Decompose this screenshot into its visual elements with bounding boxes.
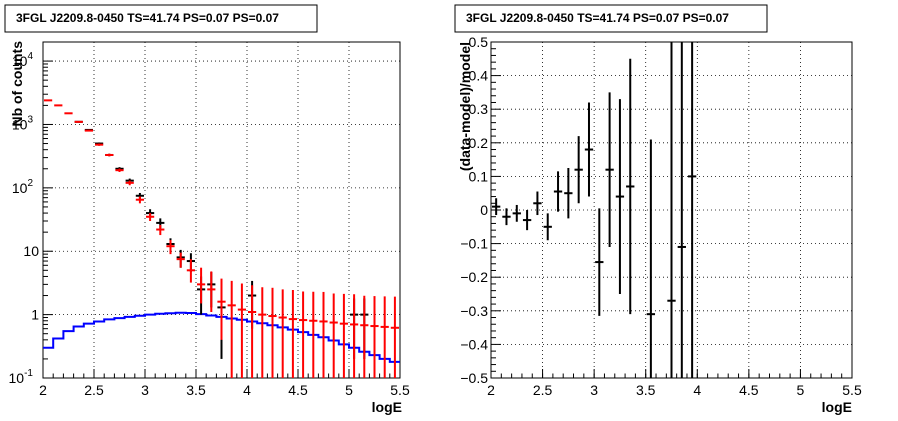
counts-x-tick-label: 4 [243, 382, 251, 398]
counts-y-tick-exponent: 3 [27, 114, 33, 125]
residuals-x-tick-label: 2 [487, 382, 495, 398]
residuals-x-tick-label: 4.5 [739, 382, 759, 398]
counts-panel: 3FGL J2209.8-0450 TS=41.74 PS=0.07 PS=0.… [4, 4, 410, 415]
residuals-x-tick-label: 5 [797, 382, 805, 398]
counts-y-tick-label: 10-1 [9, 368, 34, 386]
counts-x-tick-label: 5 [345, 382, 353, 398]
residuals-title: 3FGL J2209.8-0450 TS=41.74 PS=0.07 PS=0.… [466, 11, 729, 25]
residuals-title-box [454, 4, 768, 33]
counts-y-tick-label: 1 [31, 307, 39, 323]
residuals-y-tick-label: −0.3 [460, 303, 488, 319]
counts-y-axis-label: Nb of counts [9, 41, 25, 127]
counts-y-tick-exponent: 4 [27, 51, 33, 62]
residuals-panel: 3FGL J2209.8-0450 TS=41.74 PS=0.07 PS=0.… [454, 4, 862, 415]
counts-x-tick-label: 3.5 [186, 382, 206, 398]
residuals-ticks: 2 2.5 3 3.5 4 4.5 5 5.5 −0.5 −0.4 −0.3 −0.2 −0.1 0 0.1… [460, 34, 862, 398]
counts-title-box [4, 4, 318, 33]
counts-x-axis-label: logE [372, 399, 402, 415]
counts-x-tick-label: 2 [39, 382, 47, 398]
counts-x-tick-label: 4.5 [288, 382, 308, 398]
residuals-x-tick-label: 4 [693, 382, 701, 398]
residuals-y-tick-label: 0.5 [469, 34, 489, 50]
residuals-x-tick-label: 3 [590, 382, 598, 398]
counts-plot-frame [42, 41, 401, 379]
residuals-x-tick-label: 3.5 [636, 382, 656, 398]
counts-x-tick-label: 2.5 [84, 382, 104, 398]
residuals-x-tick-label: 5.5 [842, 382, 862, 398]
counts-x-tick-label: 3 [141, 382, 149, 398]
residuals-y-tick-label: −0.4 [460, 336, 488, 352]
residuals-series [492, 42, 697, 378]
residuals-y-tick-label: −0.5 [460, 370, 488, 386]
residuals-y-axis-label: (data-model)/model [457, 42, 473, 171]
counts-title: 3FGL J2209.8-0450 TS=41.74 PS=0.07 PS=0.… [16, 11, 279, 25]
counts-series [43, 99, 400, 378]
residuals-y-tick-label: −0.2 [460, 269, 488, 285]
counts-y-tick-label: 10 [23, 243, 39, 259]
residuals-y-tick-label: 0.4 [469, 68, 489, 84]
residuals-x-tick-label: 2.5 [533, 382, 553, 398]
counts-x-tick-label: 5.5 [390, 382, 410, 398]
residuals-x-axis-label: logE [822, 399, 852, 415]
residuals-y-tick-label: 0.3 [469, 101, 489, 117]
counts-y-tick-label: 102 [12, 178, 34, 196]
residuals-y-tick-label: 0 [480, 202, 488, 218]
residuals-y-tick-label: 0.1 [469, 168, 489, 184]
counts-y-tick-exponent: 2 [27, 178, 33, 189]
residuals-y-tick-label: 0.2 [469, 135, 489, 151]
counts-y-tick-exponent: -1 [24, 368, 33, 379]
residuals-y-tick-label: −0.1 [460, 236, 488, 252]
